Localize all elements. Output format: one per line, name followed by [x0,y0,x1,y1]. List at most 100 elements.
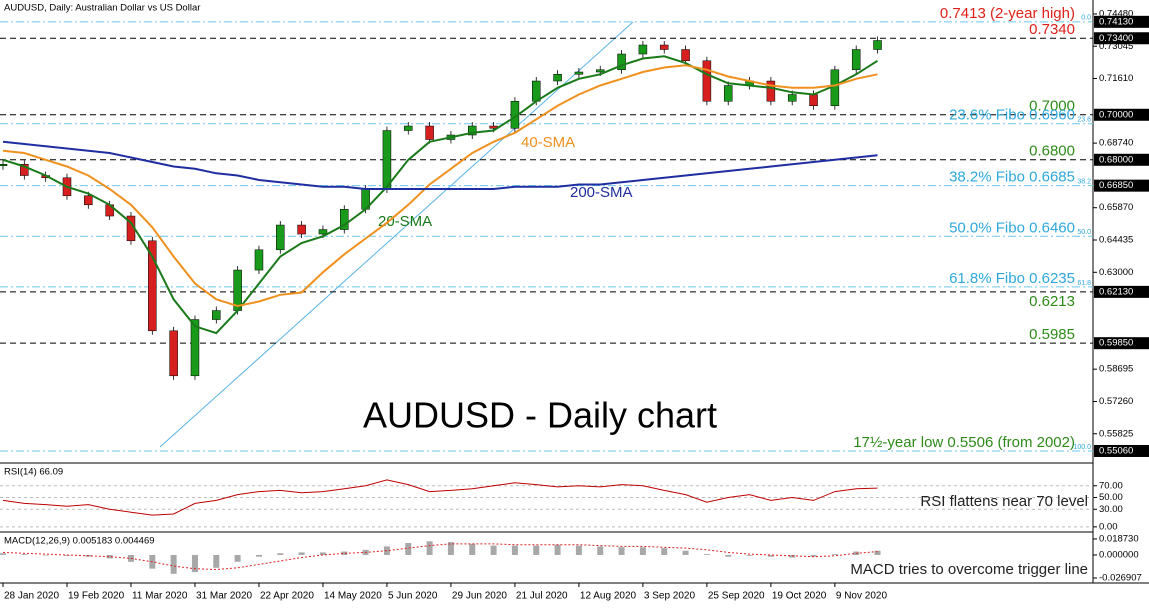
candle [404,125,413,131]
x-tick-label: 11 Mar 2020 [132,591,188,602]
candle [787,94,797,102]
x-tick-label: 21 Jul 2020 [516,591,568,602]
histogram-bar [383,546,390,555]
level-label: 0.6213 [1029,293,1075,310]
histogram-bar [0,553,6,555]
axis-level-label: 0.55060 [1099,445,1133,456]
y-tick-label: -0.026907 [1099,573,1142,584]
y-tick-label: 0.000000 [1099,549,1139,560]
candle [638,44,648,55]
histogram-bar [469,543,476,555]
level-label: 23.6% Fibo 0.6960 [949,107,1075,124]
histogram-bar [405,543,412,555]
axis-level-box [1094,153,1149,166]
fibo-side-label: 23.6 [1077,117,1091,124]
y-tick-label: 0.57260 [1099,396,1133,407]
histogram-bar [255,554,262,557]
level-label: 0.7000 [1029,98,1075,115]
histogram-bar [533,545,540,555]
level-label: 38.2% Fibo 0.6685 [949,169,1075,186]
candle [382,130,392,190]
candle [574,71,584,75]
fibo-side-label: 50.0 [1077,229,1091,236]
candle [681,49,690,62]
axis-level-label: 0.59850 [1099,338,1133,349]
histogram-bar [575,545,582,555]
axis-level-box [1094,15,1149,28]
y-tick-label: 0.63000 [1099,267,1133,278]
level-label: 0.7413 (2-year high) [940,5,1075,22]
axis-level-box [1094,179,1149,192]
y-tick-label: 0.71610 [1099,73,1133,84]
panel-header: RSI(14) 66.09 [4,467,63,478]
candle [425,125,434,140]
x-tick-label: 31 Mar 2020 [196,591,253,602]
axis-level-label: 0.66850 [1099,180,1133,191]
series-line [2,55,879,335]
histogram-bar [490,545,497,555]
x-tick-label: 14 May 2020 [324,591,382,602]
histogram-bar [170,554,177,574]
x-tick-label: 28 Jan 2020 [4,591,59,602]
candle [276,224,285,251]
histogram-bar [767,554,774,557]
level-label: 61.8% Fibo 0.6235 [949,270,1075,287]
y-tick-label: 0.73045 [1099,41,1133,52]
histogram-bar [447,542,454,555]
axis-level-box [1094,285,1149,298]
level-label: 50.0% Fibo 0.6460 [949,219,1075,236]
histogram-bar [319,552,326,555]
panel-note: RSI flattens near 70 level [920,493,1088,510]
histogram-bar [234,554,241,562]
y-tick-label: 0.55825 [1099,428,1133,439]
axis-level-label: 0.73400 [1099,33,1133,44]
histogram-bar [511,545,518,555]
y-tick-label: 0.65870 [1099,202,1133,213]
candle [702,60,712,102]
candle [340,209,349,230]
histogram-bar [810,554,817,557]
histogram-bar [618,547,625,555]
level-label: 0.7340 [1029,21,1075,38]
candle [723,85,733,102]
series-label: 20-SMA [378,213,432,230]
fibo-trendline [159,21,634,448]
fibo-side-label: 61.8 [1077,280,1091,287]
x-tick-label: 19 Oct 2020 [772,591,827,602]
candle [190,319,200,377]
candle [148,240,157,332]
candle [595,69,605,73]
y-tick-label: 0.58695 [1099,364,1133,375]
axis-level-box [1094,108,1149,121]
fibo-side-label: 100.0 [1073,444,1091,451]
candle [873,40,882,50]
histogram-bar [874,550,881,555]
y-tick-label: 30.00 [1099,504,1123,515]
candle [553,74,562,82]
candle [659,44,669,50]
y-tick-label: 0.00 [1099,521,1118,532]
histogram-bar [298,552,305,555]
histogram-bar [426,541,433,555]
x-tick-label: 3 Sep 2020 [644,591,696,602]
axis-level-label: 0.74130 [1099,16,1133,27]
histogram-bar [106,554,113,559]
histogram-bar [639,547,646,555]
candle [617,53,626,71]
histogram-bar [213,554,220,568]
series-line [2,479,878,516]
level-label: 0.6800 [1029,143,1075,160]
y-tick-label: 70.00 [1099,480,1123,491]
panel-header: MACD(12,26,9) 0.005183 0.004469 [4,536,155,547]
axis-level-box [1094,32,1149,45]
histogram-bar [42,554,49,556]
x-tick-label: 29 Jun 2020 [452,591,507,602]
histogram-bar [554,544,561,555]
histogram-bar [597,546,604,555]
fibo-side-label: 0.0 [1081,15,1091,22]
y-tick-label: 0.68740 [1099,138,1133,149]
histogram-bar [703,554,710,555]
